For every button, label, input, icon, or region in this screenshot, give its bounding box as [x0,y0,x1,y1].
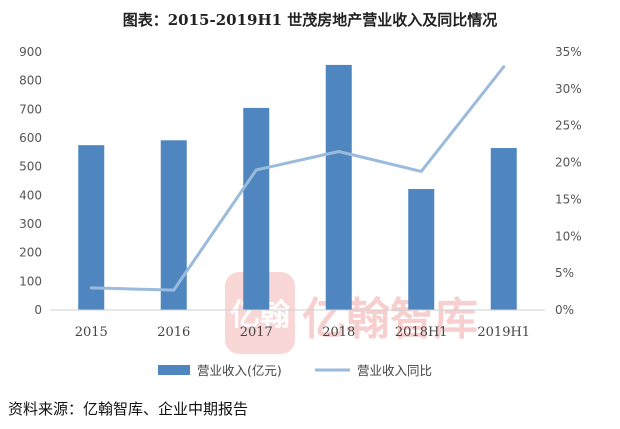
y-right-tick-label: 25% [555,119,582,133]
y-left-tick-label: 0 [34,303,42,317]
y-right-tick-label: 20% [555,156,582,170]
chart-title: 图表：2015-2019H1 世茂房地产营业收入及同比情况 [122,11,498,29]
line-point-yoy-2015 [89,286,93,290]
bar-revenue-2016 [160,140,187,310]
bar-revenue-2017 [243,107,270,311]
y-right-tick-label: 30% [555,82,582,96]
line-series-yoy [91,65,505,292]
y-left-tick-label: 100 [19,274,42,288]
y-left-tick-label: 200 [19,246,42,260]
y-right-tick-label: 15% [555,192,582,206]
legend: 营业收入(亿元) 营业收入同比 [158,363,432,378]
line-point-yoy-2016 [172,288,176,292]
y-right-tick-label: 5% [555,266,574,280]
y-left-tick-label: 300 [19,217,42,231]
line-point-yoy-2018H1 [419,169,423,173]
line-point-yoy-2017 [254,168,258,172]
y-right-tick-label: 0% [555,303,574,317]
x-tick-label: 2019H1 [477,325,530,340]
watermark: 亿翰 亿翰智库 [225,272,478,354]
bar-revenue-2015 [78,145,105,310]
y-left-tick-label: 800 [19,74,42,88]
legend-label-yoy: 营业收入同比 [357,363,432,378]
bar-revenue-2018H1 [408,189,435,310]
legend-swatch-revenue [158,365,190,375]
line-point-yoy-2018 [337,150,341,154]
x-tick-label: 2015 [75,325,108,340]
y-left-tick-label: 400 [19,188,42,202]
x-tick-label: 2016 [157,325,190,340]
bar-revenue-2018 [325,64,352,311]
y-left-tick-label: 700 [19,102,42,116]
y-left-tick-label: 600 [19,131,42,145]
line-point-yoy-2019H1 [502,65,506,69]
x-tick-label: 2017 [240,325,273,340]
y-left-tick-label: 900 [19,45,42,59]
legend-label-revenue: 营业收入(亿元) [197,363,282,378]
y-left-tick-label: 500 [19,160,42,174]
bar-revenue-2019H1 [490,148,517,310]
x-tick-label: 2018H1 [395,325,448,340]
x-tick-label: 2018 [322,325,355,340]
y-right-tick-label: 10% [555,229,582,243]
y-right-tick-label: 35% [555,45,582,59]
watermark-logo-icon [225,272,295,354]
source-note: 资料来源：亿翰智库、企业中期报告 [8,400,249,418]
